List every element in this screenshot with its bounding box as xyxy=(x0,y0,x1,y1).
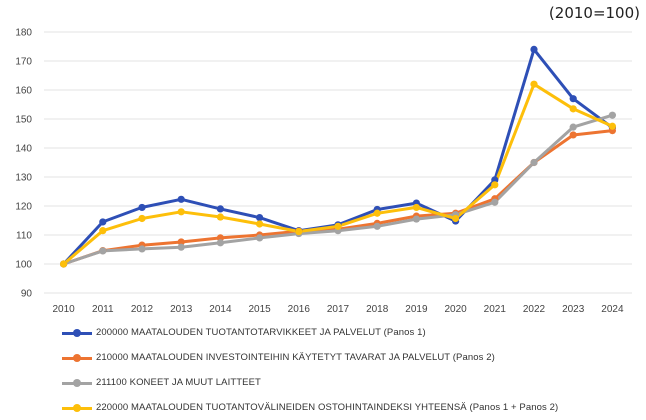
legend-swatch xyxy=(62,403,92,413)
data-point xyxy=(295,227,303,236)
x-tick-label: 2013 xyxy=(170,304,193,315)
data-point xyxy=(569,95,577,103)
data-point xyxy=(491,198,499,206)
x-tick-label: 2012 xyxy=(131,304,154,315)
y-tick-label: 140 xyxy=(15,144,32,155)
y-tick-label: 180 xyxy=(15,28,32,39)
base-year-note: (2010=100) xyxy=(548,4,640,22)
legend-label: 220000 MAATALOUDEN TUOTANTOVÄLINEIDEN OS… xyxy=(96,402,559,413)
data-point xyxy=(256,220,264,228)
data-point xyxy=(608,122,617,130)
data-point xyxy=(608,111,617,119)
legend-swatch xyxy=(62,328,92,338)
legend: 200000 MAATALOUDEN TUOTANTOTARVIKKEET JA… xyxy=(62,320,558,420)
x-tick-label: 2011 xyxy=(92,304,114,315)
data-point xyxy=(177,238,185,246)
x-tick-label: 2023 xyxy=(562,304,585,315)
x-tick-label: 2024 xyxy=(601,304,624,315)
data-point xyxy=(569,123,577,131)
legend-item: 220000 MAATALOUDEN TUOTANTOVÄLINEIDEN OS… xyxy=(62,395,558,420)
y-tick-label: 90 xyxy=(21,289,33,300)
x-tick-label: 2021 xyxy=(484,304,507,315)
x-tick-label: 2019 xyxy=(405,304,428,315)
data-point xyxy=(177,195,185,203)
y-tick-label: 160 xyxy=(15,86,32,97)
x-tick-label: 2016 xyxy=(288,304,311,315)
legend-item: 210000 MAATALOUDEN INVESTOINTEIHIN KÄYTE… xyxy=(62,345,558,370)
data-point xyxy=(491,176,499,184)
x-tick-label: 2015 xyxy=(248,304,271,315)
x-tick-label: 2010 xyxy=(52,304,75,315)
data-point xyxy=(216,234,224,242)
data-point xyxy=(256,234,264,242)
data-point xyxy=(138,203,146,212)
data-point xyxy=(138,245,146,253)
data-point xyxy=(99,247,107,255)
data-point xyxy=(491,181,499,189)
data-point xyxy=(412,215,420,223)
y-tick-label: 150 xyxy=(15,115,32,126)
data-point xyxy=(569,131,577,139)
data-point xyxy=(530,45,538,54)
data-point xyxy=(177,208,185,216)
legend-swatch xyxy=(62,353,92,363)
data-point xyxy=(334,222,342,230)
legend-item: 211100 KONEET JA MUUT LAITTEET xyxy=(62,370,558,395)
data-point xyxy=(569,105,577,113)
series-line-3 xyxy=(62,82,614,266)
data-point xyxy=(373,222,381,230)
data-point xyxy=(530,80,538,88)
data-point xyxy=(216,239,224,247)
x-tick-label: 2020 xyxy=(444,304,467,315)
y-tick-label: 110 xyxy=(16,231,32,242)
legend-swatch xyxy=(62,378,92,388)
data-point xyxy=(256,214,264,222)
x-tick-label: 2014 xyxy=(209,304,232,315)
plot-area xyxy=(60,45,617,268)
data-point xyxy=(99,218,107,226)
data-point xyxy=(60,260,68,268)
legend-item: 200000 MAATALOUDEN TUOTANTOTARVIKKEET JA… xyxy=(62,320,558,345)
data-point xyxy=(530,158,538,167)
legend-label: 210000 MAATALOUDEN INVESTOINTEIHIN KÄYTE… xyxy=(96,352,495,363)
data-point xyxy=(373,209,381,217)
x-tick-label: 2022 xyxy=(523,304,546,315)
series-line-2 xyxy=(62,113,614,266)
gridlines xyxy=(44,31,632,294)
data-point xyxy=(138,214,146,223)
y-tick-label: 120 xyxy=(15,202,32,213)
legend-label: 211100 KONEET JA MUUT LAITTEET xyxy=(96,377,261,388)
data-point xyxy=(452,214,460,223)
data-point xyxy=(216,205,224,213)
x-axis: 2010 2011 2012 2013 2014 2015 2016 2017 2018 2019… xyxy=(52,304,623,315)
series-line-1 xyxy=(62,129,614,266)
data-point xyxy=(216,213,224,221)
legend-label: 200000 MAATALOUDEN TUOTANTOTARVIKKEET JA… xyxy=(96,327,426,338)
y-axis: 90 100 110 120 130 140 150 160 170 180 xyxy=(15,28,32,300)
data-point xyxy=(177,243,185,251)
data-point xyxy=(412,203,420,212)
data-point xyxy=(99,227,107,235)
x-tick-label: 2018 xyxy=(366,304,389,315)
y-tick-label: 130 xyxy=(15,173,32,184)
y-tick-label: 100 xyxy=(15,260,32,271)
x-tick-label: 2017 xyxy=(327,304,350,315)
y-tick-label: 170 xyxy=(15,57,32,68)
